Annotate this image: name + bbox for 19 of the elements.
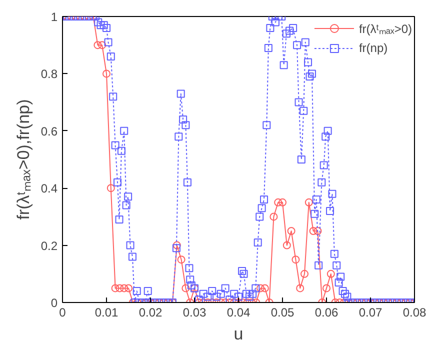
x-tick-label: 0.02 (138, 306, 163, 320)
x-tick-label: 0.03 (182, 306, 207, 320)
y-tick-label: 0.4 (40, 182, 58, 196)
x-tick-label: 0.04 (226, 306, 251, 320)
y-tick-label: 1 (50, 10, 58, 24)
x-tick-label: 0.07 (358, 306, 383, 320)
x-tick-label: 0.01 (94, 306, 119, 320)
x-tick-label: 0.06 (314, 306, 339, 320)
y-tick-label: 0.6 (40, 124, 58, 138)
x-tick-label: 0.05 (270, 306, 295, 320)
y-tick-label: 0.8 (40, 67, 58, 82)
x-tick-label: 0 (59, 306, 66, 320)
y-tick-label: 0 (50, 296, 58, 310)
x-axis-title: u (234, 324, 244, 344)
y-axis-title: fr(λᵗₘₐₓ>0),fr(np) (14, 99, 33, 220)
legend-label: fr(λᵗₘₐₓ>0) (358, 20, 412, 36)
x-tick-label: 0.08 (402, 306, 427, 320)
legend-label: fr(np) (358, 41, 388, 55)
y-tick-label: 0.2 (40, 238, 58, 253)
